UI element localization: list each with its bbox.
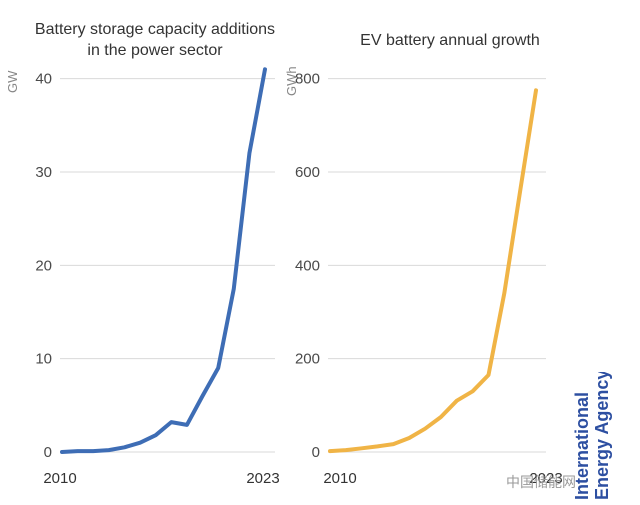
left-series-line bbox=[60, 67, 267, 454]
right-series-line bbox=[328, 88, 538, 454]
left-x-tick-label: 2010 bbox=[43, 470, 76, 487]
left-chart-title-line-1: Battery storage capacity additions bbox=[34, 21, 276, 38]
right-y-axis-unit: GWh bbox=[284, 66, 299, 96]
left-y-tick-label: 0 bbox=[44, 444, 52, 461]
right-x-tick-label: 2010 bbox=[323, 470, 356, 487]
right-chart-title-line-1: EV battery annual growth bbox=[360, 32, 540, 49]
left-y-axis-unit: GW bbox=[5, 70, 20, 93]
right-y-tick-label: 800 bbox=[295, 71, 320, 88]
right-y-tick-label: 0 bbox=[312, 444, 320, 461]
left-chart-title-line-2: in the power sector bbox=[87, 42, 223, 59]
right-x-tick-label: 2023 bbox=[529, 470, 562, 487]
right-y-tick-label: 400 bbox=[295, 257, 320, 274]
agency-logo-line-1: International bbox=[572, 392, 592, 500]
agency-logo: International Energy Agency bbox=[572, 372, 612, 500]
left-x-tick-label: 2023 bbox=[246, 470, 279, 487]
right-y-tick-label: 200 bbox=[295, 351, 320, 368]
left-chart-title: Battery storage capacity additions in th… bbox=[20, 19, 290, 61]
right-chart-title: EV battery annual growth bbox=[330, 30, 570, 51]
left-y-tick-label: 30 bbox=[35, 164, 52, 181]
agency-logo-line-2: Energy Agency bbox=[592, 372, 612, 500]
left-y-tick-label: 20 bbox=[35, 257, 52, 274]
right-y-tick-label: 600 bbox=[295, 164, 320, 181]
left-y-tick-label: 10 bbox=[35, 351, 52, 368]
watermark: 中国储能网 bbox=[506, 475, 576, 491]
left-y-tick-label: 40 bbox=[35, 71, 52, 88]
